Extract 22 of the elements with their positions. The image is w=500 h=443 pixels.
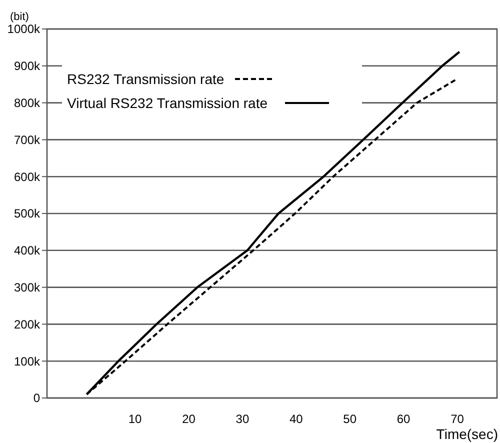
- x-tick-label: 60: [396, 412, 411, 426]
- legend-label: RS232 Transmission rate: [67, 70, 224, 87]
- y-tick-label: 700k: [14, 132, 41, 147]
- y-tick-label: 800k: [14, 96, 41, 110]
- legend-label: Virtual RS232 Transmission rate: [67, 94, 268, 111]
- y-tick-label: 0: [33, 391, 40, 406]
- x-tick-label: 50: [343, 412, 357, 426]
- y-tick-label: 600k: [14, 170, 41, 184]
- y-tick-label: 300k: [14, 280, 41, 294]
- y-tick-label: 1000k: [7, 22, 41, 36]
- x-tick-label: 10: [128, 412, 142, 426]
- x-tick-label: 20: [182, 412, 196, 426]
- y-axis-title: (bit): [10, 11, 29, 23]
- y-tick-label: 400k: [14, 244, 41, 258]
- y-tick-label: 200k: [14, 317, 41, 332]
- x-tick-label: 30: [236, 412, 250, 426]
- x-tick-label: 40: [289, 412, 304, 426]
- y-tick-label: 500k: [14, 206, 41, 221]
- x-tick-label: 70: [450, 412, 464, 426]
- y-tick-label: 100k: [14, 354, 41, 368]
- x-axis-title: Time(sec): [436, 426, 498, 442]
- y-tick-label: 900k: [14, 59, 41, 74]
